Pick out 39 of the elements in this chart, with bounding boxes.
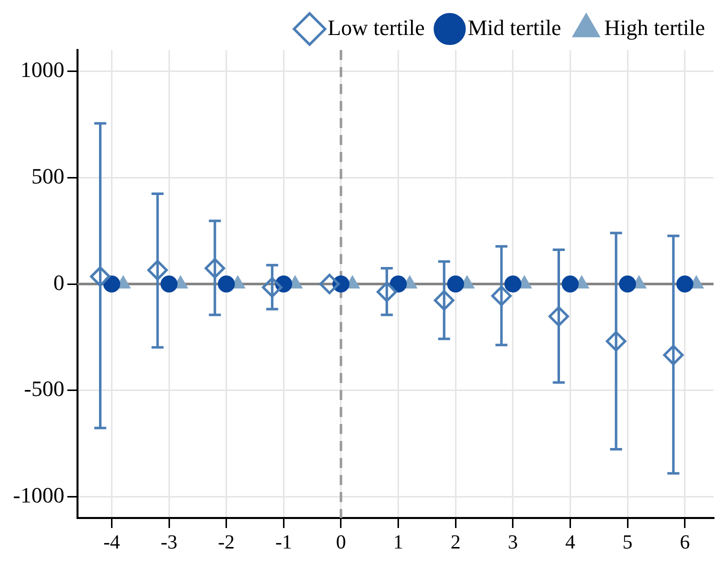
legend-label: High tertile — [604, 14, 706, 40]
point — [663, 344, 684, 366]
legend-label: Mid tertile — [468, 14, 562, 40]
point — [90, 266, 110, 287]
point — [434, 290, 454, 311]
x-tick-label: -2 — [218, 531, 235, 554]
x-tick-label: -3 — [160, 531, 178, 554]
point — [376, 282, 398, 302]
point — [504, 276, 522, 292]
x-tick-label: 4 — [565, 531, 576, 554]
x-tick-label: 6 — [680, 531, 690, 554]
point — [606, 330, 626, 352]
y-tick-label: -500 — [24, 376, 64, 402]
point — [619, 276, 636, 292]
point — [390, 276, 407, 292]
x-tick-label: 0 — [336, 531, 346, 554]
point — [319, 274, 340, 294]
point — [218, 276, 235, 292]
x-tick-label: 5 — [622, 531, 633, 554]
x-tick-label: -1 — [275, 531, 292, 554]
y-tick-label: -1000 — [13, 482, 64, 508]
point — [676, 276, 694, 292]
x-tick-label: -4 — [103, 531, 120, 554]
point — [147, 260, 168, 280]
y-tick-label: 0 — [53, 270, 64, 295]
y-tick-label: 1000 — [20, 57, 64, 82]
point — [562, 276, 579, 292]
legend-label: Low tertile — [328, 14, 425, 40]
x-tick-label: 2 — [450, 531, 461, 554]
point — [548, 306, 570, 327]
point — [447, 276, 464, 292]
point — [103, 276, 120, 292]
point — [160, 276, 178, 292]
x-tick-label: 1 — [393, 531, 404, 554]
point — [204, 258, 226, 279]
y-tick-label: 500 — [31, 163, 64, 188]
point — [491, 286, 512, 306]
x-tick-label: 3 — [508, 531, 518, 554]
point — [262, 277, 282, 298]
